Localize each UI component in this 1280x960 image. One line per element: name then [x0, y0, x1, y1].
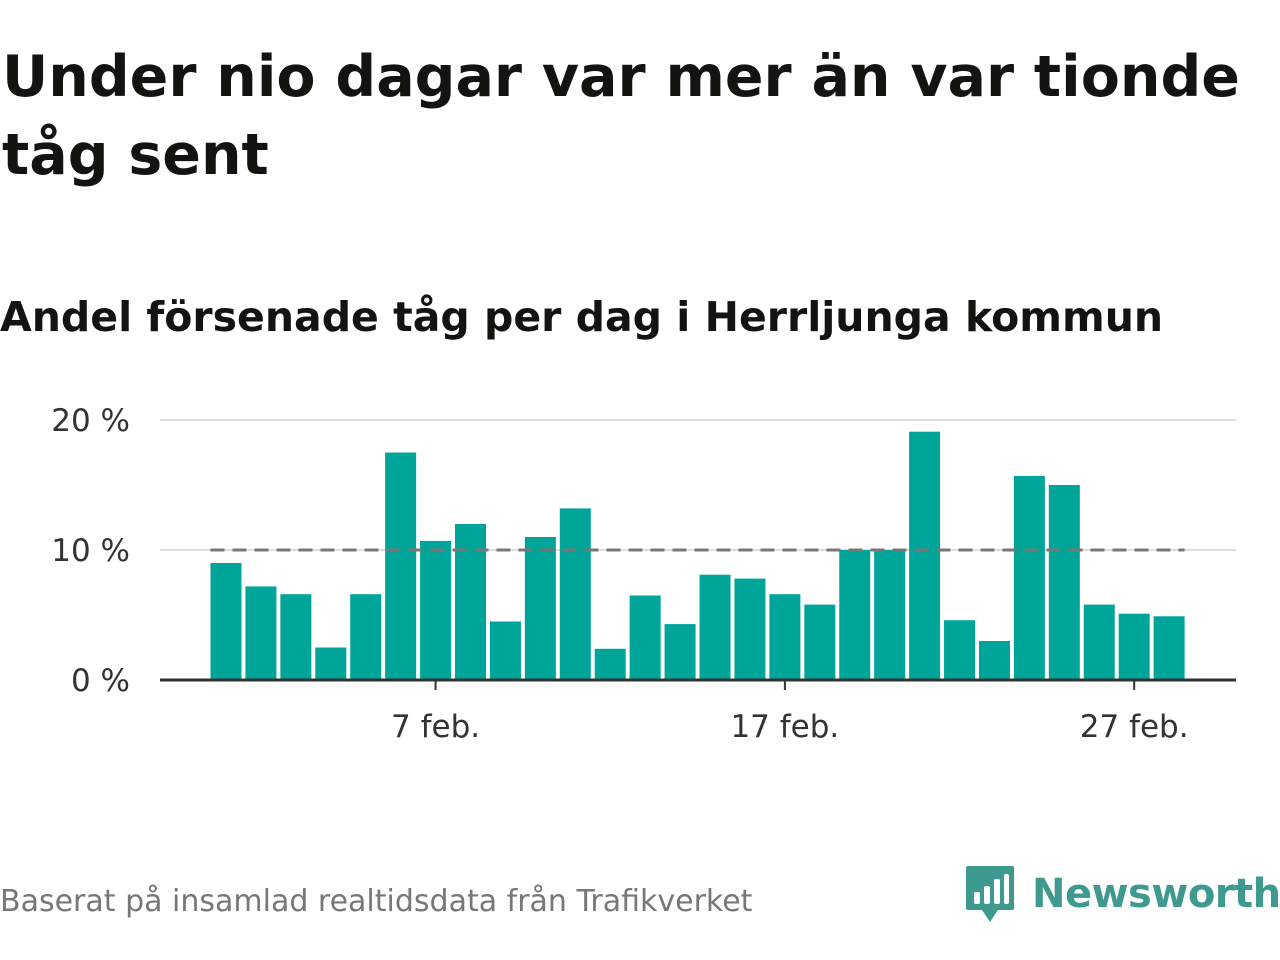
bar [944, 620, 976, 680]
bar [909, 431, 941, 680]
bar [210, 563, 242, 680]
chart-title: Under nio dagar var mer än var tionde tå… [2, 44, 1240, 188]
bar [978, 641, 1010, 680]
bar [280, 594, 312, 680]
bar [385, 452, 417, 680]
bar [524, 537, 556, 680]
brand-name: Newsworthy [1032, 871, 1280, 917]
bar [594, 648, 626, 680]
y-tick-label: 0 % [71, 663, 130, 699]
bar [664, 624, 696, 680]
bar [1013, 475, 1045, 680]
bar [315, 647, 347, 680]
bar [734, 578, 766, 680]
bar [629, 595, 661, 680]
bar [489, 621, 521, 680]
x-tick-label: 27 feb. [1080, 709, 1189, 745]
newsworthy-brand[interactable]: Newsworthy [964, 864, 1280, 924]
x-tick-label: 17 feb. [730, 709, 839, 745]
bar [874, 550, 906, 680]
axes: 0 % 10 % 20 % 7 feb. 17 feb. 27 feb. [51, 403, 1236, 745]
bar [839, 550, 871, 680]
source-note: Baserat på insamlad realtidsdata från Tr… [0, 884, 753, 919]
bar [804, 604, 836, 680]
x-tick-label: 7 feb. [391, 709, 480, 745]
bar [559, 508, 591, 680]
chart-subtitle: Andel försenade tåg per dag i Herrljunga… [0, 293, 1164, 341]
bar [1048, 485, 1080, 680]
bar [420, 540, 452, 680]
bar [699, 574, 731, 680]
bar [350, 594, 382, 680]
bar-chart: 0 % 10 % 20 % 7 feb. 17 feb. 27 feb. [51, 403, 1236, 745]
y-tick-label: 10 % [51, 533, 130, 569]
bar-chart-badge-icon [966, 866, 1014, 922]
y-tick-label: 20 % [51, 403, 130, 439]
bar [245, 586, 277, 680]
bar [1153, 616, 1185, 680]
bar [1118, 613, 1150, 680]
bar [455, 524, 487, 680]
bar [769, 594, 801, 680]
bars [210, 431, 1185, 680]
bar [1083, 604, 1115, 680]
